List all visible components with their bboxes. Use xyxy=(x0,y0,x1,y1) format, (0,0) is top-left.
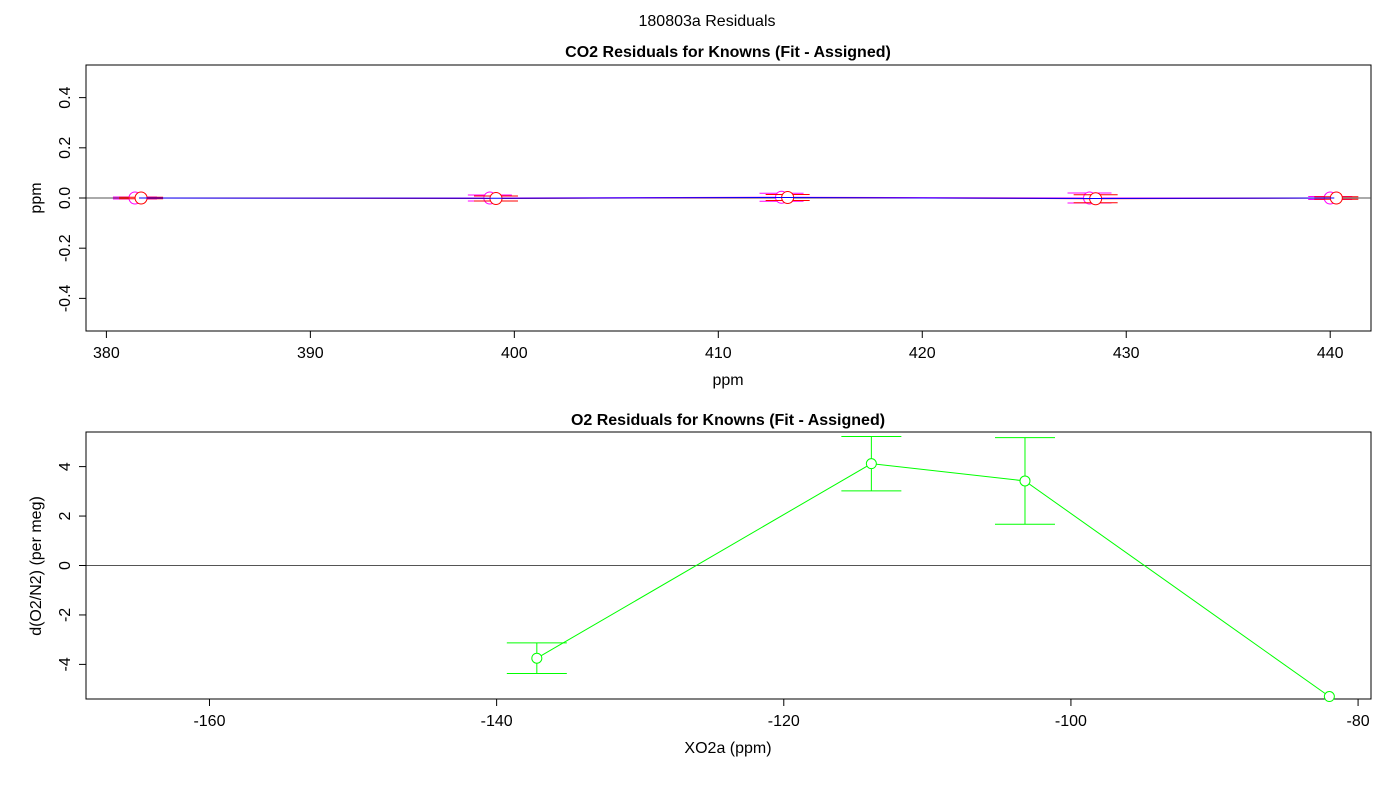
co2-x-tick-label: 410 xyxy=(705,345,732,362)
o2-data-point xyxy=(1019,475,1031,487)
o2-series xyxy=(506,435,1335,703)
co2-y-tick-label: -0.4 xyxy=(57,284,74,312)
o2-y-tick-label: 2 xyxy=(57,512,74,521)
co2-x-tick-label: 440 xyxy=(1317,345,1344,362)
co2-x-tick-label: 400 xyxy=(501,345,528,362)
co2-x-tick-label: 420 xyxy=(909,345,936,362)
co2-y-tick-label: 0.2 xyxy=(57,137,74,159)
co2-y-tick-label: -0.2 xyxy=(57,234,74,262)
o2-residuals-panel: O2 Residuals for Knowns (Fit - Assigned)… xyxy=(28,412,1372,757)
o2-data-point xyxy=(865,458,877,470)
co2-x-tick-label: 380 xyxy=(93,345,120,362)
o2-y-tick-label: 0 xyxy=(57,561,74,570)
co2-x-tick-label: 430 xyxy=(1113,345,1140,362)
co2-series xyxy=(112,190,1359,206)
figure-title: 180803a Residuals xyxy=(639,13,776,30)
co2-x-axis: 380 390 400 410 420 430 440 xyxy=(93,330,1344,362)
co2-y-axis: -0.4 -0.2 0.0 0.2 0.4 xyxy=(57,86,87,312)
co2-x-tick-label: 390 xyxy=(297,345,324,362)
co2-x-axis-label: ppm xyxy=(712,372,743,389)
o2-x-tick-label: -140 xyxy=(481,713,513,730)
co2-y-axis-label: ppm xyxy=(28,182,45,213)
o2-series-line xyxy=(536,463,1330,697)
o2-y-tick-label: -2 xyxy=(57,608,74,622)
o2-data-point xyxy=(531,652,543,664)
o2-data-point xyxy=(1323,691,1335,703)
o2-y-axis: -4 -2 0 2 4 xyxy=(57,462,87,672)
co2-y-tick-label: 0.4 xyxy=(57,86,74,108)
co2-residuals-panel: CO2 Residuals for Knowns (Fit - Assigned… xyxy=(28,44,1372,389)
o2-x-tick-label: -80 xyxy=(1347,713,1370,730)
o2-x-axis: -160 -140 -120 -100 -80 xyxy=(193,698,1370,730)
co2-series-line xyxy=(139,196,1335,200)
o2-y-axis-label: d(O2/N2) (per meg) xyxy=(28,496,45,636)
o2-y-tick-label: -4 xyxy=(57,657,74,671)
o2-x-axis-label: XO2a (ppm) xyxy=(684,740,771,757)
o2-x-tick-label: -160 xyxy=(193,713,225,730)
o2-x-tick-label: -120 xyxy=(768,713,800,730)
o2-panel-title: O2 Residuals for Knowns (Fit - Assigned) xyxy=(571,412,885,429)
co2-series-2 xyxy=(139,196,1335,200)
o2-x-tick-label: -100 xyxy=(1055,713,1087,730)
co2-panel-title: CO2 Residuals for Knowns (Fit - Assigned… xyxy=(565,44,891,61)
co2-y-tick-label: 0.0 xyxy=(57,187,74,209)
o2-y-tick-label: 4 xyxy=(57,462,74,471)
o2-series-0 xyxy=(506,435,1335,703)
